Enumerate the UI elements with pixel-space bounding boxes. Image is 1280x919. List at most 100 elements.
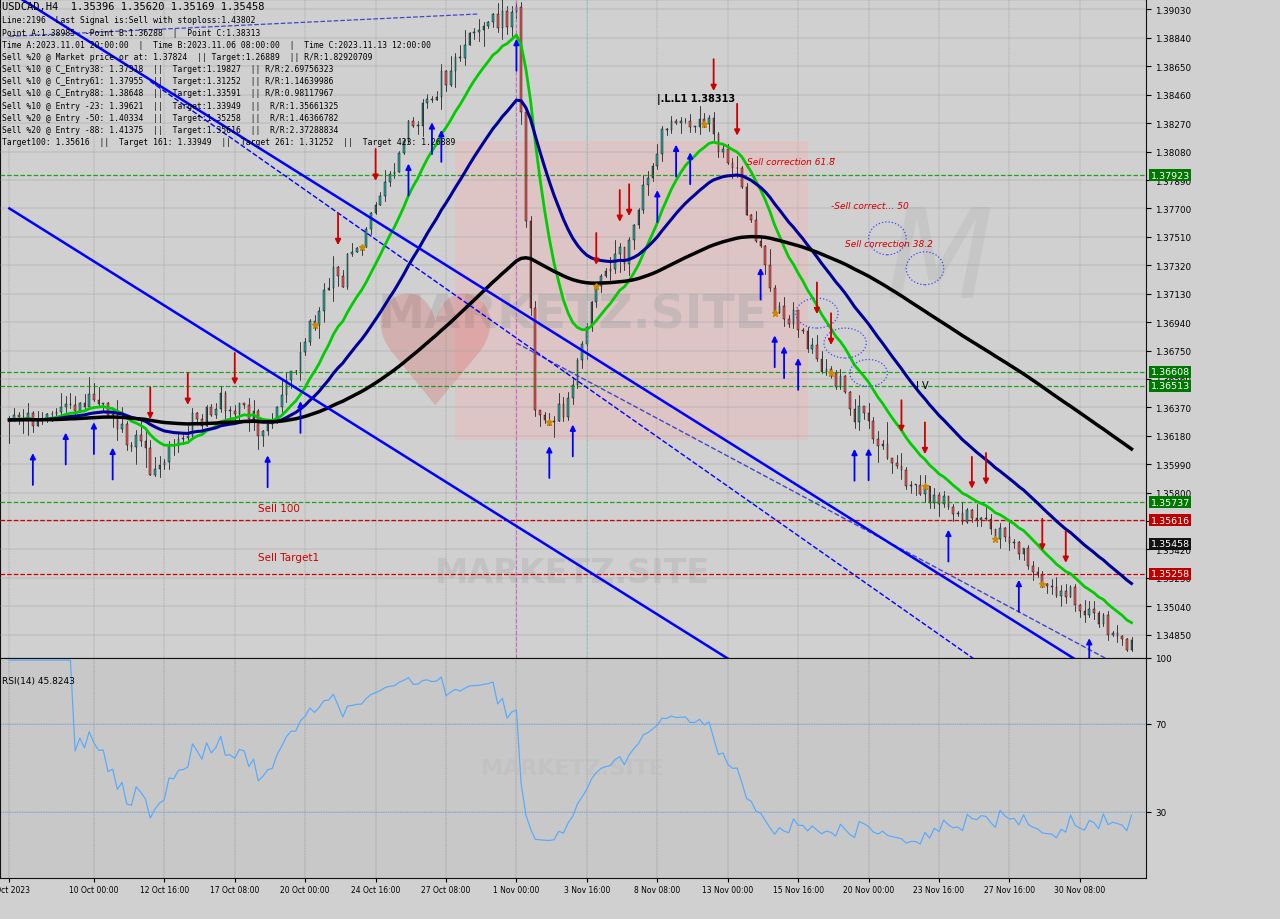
Bar [333,267,334,289]
Bar [83,403,86,407]
Bar [741,169,742,188]
Bar [1121,636,1123,639]
Bar [891,459,893,463]
Bar [595,287,596,303]
Bar [826,369,827,372]
Bar [1004,528,1006,537]
Bar [1046,584,1048,586]
Bar [680,122,682,124]
Text: MARKETZ.SITE: MARKETZ.SITE [481,758,664,777]
Bar [563,405,564,418]
Bar [778,306,781,313]
Bar [774,289,776,313]
Bar [605,272,607,277]
Bar [1037,573,1038,575]
Bar [389,176,390,183]
Bar [1098,614,1100,625]
Bar [614,255,616,269]
Bar [393,173,396,176]
Bar [460,58,461,60]
Bar [145,441,146,448]
Text: 1.37923: 1.37923 [1151,171,1190,180]
Bar [178,439,179,447]
Bar [835,374,837,387]
Bar [652,167,653,179]
Bar [111,414,114,416]
Bar [530,221,531,308]
Bar [502,12,503,29]
Bar [995,529,996,539]
Text: Sell Target1: Sell Target1 [259,552,319,562]
Bar [989,519,992,529]
Bar [732,164,733,169]
Bar [88,395,90,407]
Text: USDCAD,H4  1.35396 1.35620 1.35169 1.35458: USDCAD,H4 1.35396 1.35620 1.35169 1.3545… [3,2,265,12]
Bar [488,23,489,27]
Bar [13,415,15,421]
Bar [507,12,508,28]
Bar [125,425,128,446]
Bar [252,412,255,420]
Bar [521,7,522,113]
Bar [1126,639,1128,650]
Bar [812,346,813,350]
Text: Sell 100: Sell 100 [259,503,300,513]
Bar [797,312,799,331]
Bar [271,423,273,425]
Bar [1032,566,1034,573]
Bar [454,58,456,72]
Bar [426,99,428,104]
Bar [116,414,118,429]
Bar [27,414,29,420]
Bar [699,119,700,128]
Text: -Sell correct… 50: -Sell correct… 50 [831,202,909,211]
Bar [671,121,672,130]
Bar [1112,633,1114,635]
Bar [722,150,724,153]
Bar [952,507,954,514]
Bar [755,221,756,242]
Bar [497,15,498,29]
Bar [887,445,888,459]
Bar [463,46,466,60]
Bar [708,119,710,125]
Bar [1056,587,1057,596]
Text: Sell correction 38.2: Sell correction 38.2 [845,240,933,248]
Bar [648,179,649,186]
Bar [262,432,264,437]
Bar [643,186,644,211]
Bar [924,486,925,494]
Bar [477,31,480,32]
Bar [975,518,978,521]
Bar [234,411,236,414]
Bar [718,134,719,153]
Text: |.L.L1 1.38313: |.L.L1 1.38313 [658,94,736,105]
Bar [154,470,156,475]
Bar [32,414,33,426]
Bar [600,277,602,287]
Bar [449,72,452,86]
Bar [1028,548,1029,566]
Bar [919,485,922,494]
Bar [817,346,818,359]
Bar [201,419,202,426]
Bar [342,277,343,288]
Bar [634,225,635,241]
Bar [792,312,795,325]
Bar [445,72,447,86]
Text: MARKETZ.SITE: MARKETZ.SITE [378,293,768,338]
Text: MARKETZ.SITE: MARKETZ.SITE [435,556,710,589]
Text: Line:2196  Last Signal is:Sell with stoploss:1.43802
Point A:1.38985  -Point B:1: Line:2196 Last Signal is:Sell with stopl… [3,17,456,147]
Bar [591,303,593,328]
Bar [760,242,762,247]
Bar [938,496,940,505]
Bar [1088,609,1091,616]
Bar [1060,592,1062,596]
Bar [623,248,625,265]
Bar [314,322,315,325]
Bar [769,267,771,289]
Bar [859,407,860,422]
Bar [192,414,193,437]
Text: 1.35458: 1.35458 [1151,539,1190,549]
Bar [553,421,554,423]
